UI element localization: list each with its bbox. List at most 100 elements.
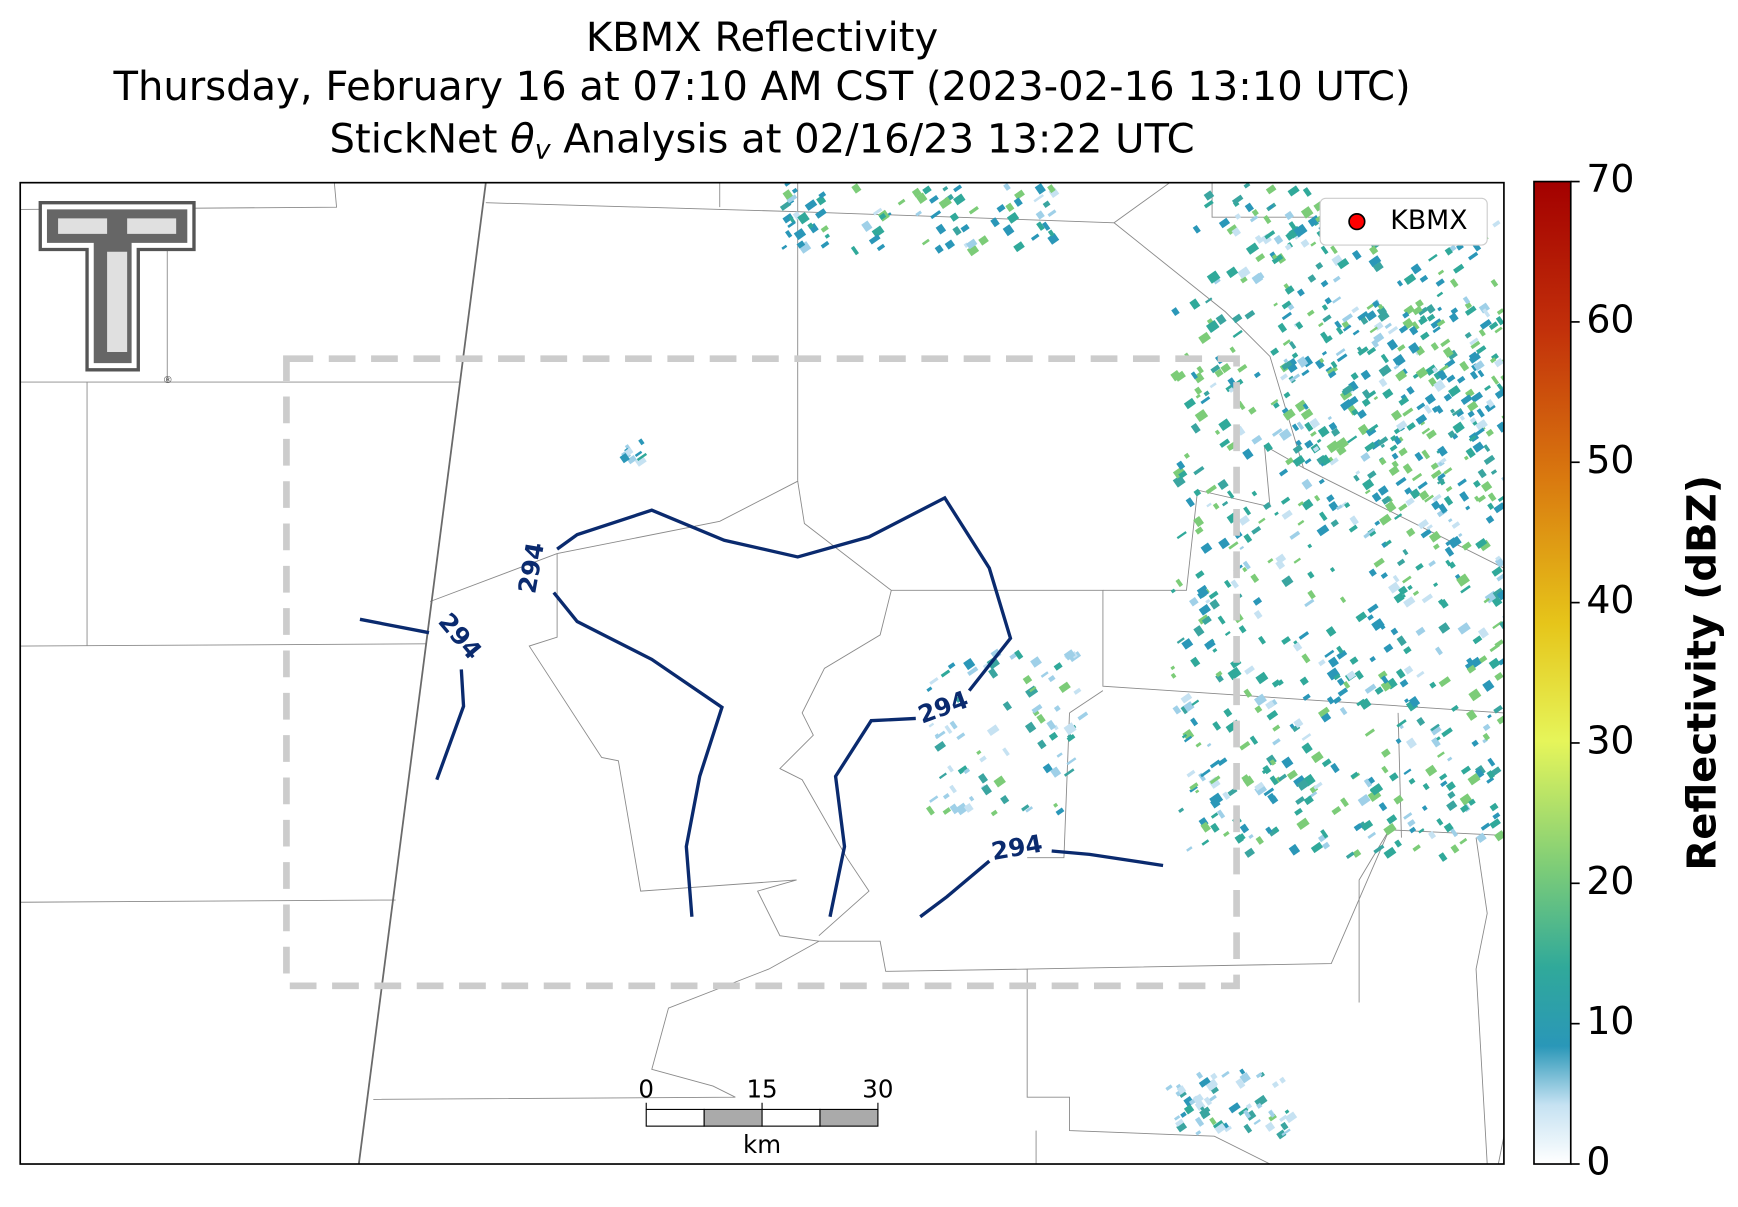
radar-echo: [1295, 321, 1304, 330]
radar-echo: [1459, 793, 1473, 806]
radar-echo: [1165, 1084, 1173, 1091]
radar-echo: [926, 805, 935, 816]
radar-echo: [1402, 407, 1414, 417]
radar-echo: [1414, 451, 1424, 462]
radar-echo: [1255, 835, 1264, 845]
radar-echo: [1301, 742, 1313, 754]
radar-echo: [1468, 352, 1481, 364]
radar-echo: [1330, 519, 1339, 528]
radar-echo: [1014, 189, 1025, 200]
radar-echo: [1483, 454, 1496, 465]
radar-echo: [1428, 830, 1437, 840]
radar-echo: [1490, 279, 1499, 288]
radar-echo: [1224, 1125, 1232, 1133]
radar-echo: [1377, 485, 1389, 496]
radar-echo: [1185, 497, 1195, 508]
theta-symbol: θ: [510, 116, 535, 162]
radar-echo: [1175, 1083, 1182, 1089]
colorbar-tick-label: 70: [1586, 157, 1634, 201]
radar-echo: [1300, 206, 1314, 219]
radar-echo: [1468, 251, 1479, 261]
radar-echo: [1456, 573, 1470, 587]
radar-echo: [1326, 696, 1335, 705]
radar-echo: [934, 733, 941, 739]
radar-echo: [949, 784, 957, 794]
radar-echo: [1369, 245, 1379, 255]
radar-echo: [1205, 297, 1213, 304]
radar-echo: [1190, 423, 1201, 434]
radar-echo: [781, 244, 788, 250]
radar-echo: [1373, 332, 1385, 344]
radar-echo: [1377, 436, 1389, 446]
radar-echo: [1302, 187, 1312, 197]
radar-echo: [1398, 447, 1408, 457]
radar-echo: [1218, 217, 1231, 229]
radar-echo: [1403, 273, 1417, 285]
radar-echo: [1480, 822, 1491, 831]
radar-echo: [1353, 474, 1360, 482]
title-part: StickNet: [330, 116, 511, 162]
radar-echo: [1032, 709, 1040, 717]
radar-echo: [1501, 412, 1504, 420]
radar-echo: [1496, 714, 1504, 725]
radar-echo: [1210, 812, 1219, 819]
radar-echo: [1194, 386, 1203, 395]
radar-echo: [1346, 670, 1356, 681]
radar-echo: [1224, 630, 1231, 636]
radar-echo: [820, 240, 830, 249]
radar-echo: [1459, 360, 1470, 372]
radar-echo: [1460, 804, 1470, 813]
radar-echo: [966, 244, 980, 257]
radar-echo: [1339, 596, 1347, 604]
radar-echo: [797, 212, 810, 225]
radar-echo: [1285, 457, 1294, 466]
radar-echo: [1436, 369, 1448, 381]
radar-echo: [976, 749, 982, 755]
radar-echo: [1237, 363, 1248, 373]
radar-echo: [944, 724, 953, 735]
radar-echo: [1467, 410, 1475, 418]
radar-echo: [1448, 535, 1462, 549]
radar-echo: [1048, 674, 1056, 683]
radar-echo: [1482, 308, 1491, 318]
title-line: StickNet θv Analysis at 02/16/23 13:22 U…: [330, 116, 1195, 164]
radar-echo: [949, 212, 960, 222]
radar-echo: [1408, 777, 1416, 785]
radar-echo: [1466, 709, 1478, 721]
radar-echo: [1443, 393, 1453, 402]
radar-echo: [1301, 653, 1311, 664]
radar-echo: [1431, 367, 1438, 374]
radar-echo: [1178, 470, 1188, 479]
radar-echo: [1294, 807, 1303, 816]
radar-echo: [1244, 309, 1256, 320]
radar-echo: [1485, 515, 1495, 524]
radar-echo: [1334, 320, 1343, 330]
radar-echo: [1421, 449, 1431, 460]
radar-echo: [1318, 322, 1324, 328]
radar-echo: [1214, 1123, 1227, 1134]
radar-echo: [1281, 360, 1293, 371]
radar-echo: [1425, 764, 1438, 777]
radar-echo: [929, 195, 939, 204]
radar-echo: [1266, 709, 1279, 721]
radar-echo: [1326, 494, 1335, 503]
radar-echo: [1441, 727, 1453, 738]
radar-echo: [1437, 478, 1445, 485]
radar-echo: [1281, 756, 1294, 769]
radar-echo: [1465, 505, 1471, 511]
radar-echo: [1198, 331, 1211, 344]
radar-echo: [1344, 502, 1351, 509]
radar-echo: [1352, 329, 1360, 336]
radar-echo: [1424, 494, 1434, 503]
radar-echo: [1374, 686, 1384, 695]
radar-echo: [1435, 278, 1445, 287]
radar-echo: [636, 452, 648, 462]
radar-echo: [1270, 399, 1279, 406]
radar-echo: [1384, 322, 1392, 329]
radar-echo: [1429, 681, 1437, 689]
radar-echo: [1378, 802, 1388, 812]
radar-echo: [1440, 780, 1448, 787]
radar-echo: [921, 238, 930, 246]
radar-echo: [1205, 484, 1217, 495]
colorbar-ticks: 0 10 20 30 40 50 60 70: [1570, 157, 1635, 1184]
